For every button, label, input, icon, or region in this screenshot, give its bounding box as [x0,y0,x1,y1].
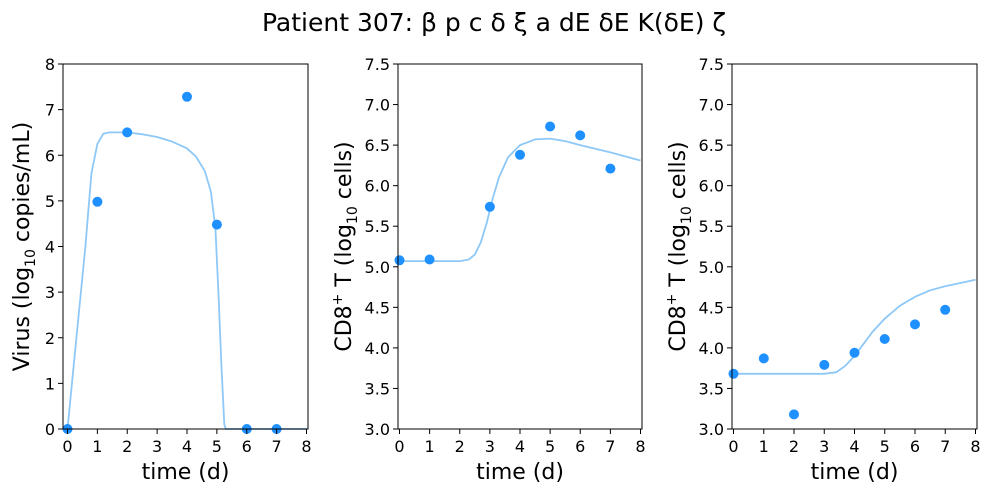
y-tick-label: 4.5 [699,298,724,317]
x-tick-label: 8 [635,437,645,456]
x-tick-label: 1 [425,437,435,456]
y-tick-label: 6.0 [365,177,390,196]
y-axis-label: Virus (log10 copies/mL) [10,122,39,371]
y-tick-label: 7 [45,101,55,120]
x-tick-label: 7 [272,437,282,456]
data-point [211,219,222,230]
data-point [515,149,525,160]
x-tick-label: 2 [789,437,799,456]
fit-curve [733,278,976,375]
figure-title: Patient 307: β p c δ ξ a dE δE K(δE) ζ [262,8,726,37]
x-tick-label: 3 [819,437,829,456]
y-tick-label: 6 [45,146,55,165]
x-tick-label: 5 [880,437,890,456]
data-point [575,130,586,141]
data-point [424,254,435,265]
y-tick-label: 2 [45,329,55,348]
y-axis-label: CD8+ T (log10 cells) [330,141,361,351]
data-point [849,347,860,358]
data-point [122,127,133,138]
fit-curve [66,131,307,430]
x-tick-label: 6 [242,437,252,456]
x-tick-label: 7 [940,437,950,456]
axes-frame [62,63,309,430]
y-tick-label: 7.0 [365,96,390,115]
y-tick-label: 7.5 [365,55,390,74]
data-point [605,163,616,174]
data-point [789,409,799,420]
y-tick-label: 5.0 [699,258,724,277]
y-tick-label: 6.5 [365,136,390,155]
x-tick-label: 2 [455,437,465,456]
x-tick-label: 5 [212,437,222,456]
y-tick-label: 7.0 [699,96,724,115]
x-tick-label: 6 [910,437,920,456]
data-point [182,91,192,102]
data-point [545,121,556,132]
data-point [910,319,920,330]
data-point [394,255,405,266]
x-tick-label: 0 [62,437,72,456]
x-axis-label: time (d) [142,460,230,485]
y-tick-label: 1 [45,374,55,393]
panel-2: 0 1 2 3 4 5 6 7 8 3.0 3.5 4.0 4.5 5.0 5.5 6.0 6.5 7.0 7.5 t… [330,55,646,485]
x-axis-label: time (d) [811,460,899,485]
x-tick-label: 4 [182,437,192,456]
x-tick-label: 6 [575,437,585,456]
y-tick-label: 3 [45,283,55,302]
y-tick-label: 5.5 [365,217,390,236]
data-point [758,353,769,364]
y-tick-label: 5.0 [365,258,390,277]
y-tick-label: 6.5 [699,136,724,155]
x-tick-label: 2 [122,437,132,456]
y-tick-label: 0 [45,420,55,439]
x-tick-label: 0 [394,437,404,456]
y-tick-label: 4.5 [365,298,390,317]
y-tick-label: 3.5 [365,379,390,398]
y-tick-label: 6.0 [699,177,724,196]
data-point [484,201,495,212]
y-tick-label: 3.5 [699,379,724,398]
y-tick-label: 5.5 [699,217,724,236]
x-tick-label: 5 [545,437,555,456]
y-axis-label: CD8+ T (log10 cells) [664,141,695,351]
data-point [92,196,103,207]
data-point [819,359,830,370]
panel-3: 0 1 2 3 4 5 6 7 8 3.0 3.5 4.0 4.5 5.0 5.5 6.0 6.5 7.0 7.5 t… [664,55,981,485]
x-tick-label: 8 [970,437,980,456]
data-point [728,368,739,379]
data-point [879,334,890,344]
x-axis-label: time (d) [476,460,564,485]
x-tick-label: 3 [485,437,495,456]
y-tick-label: 8 [45,55,55,74]
y-tick-label: 5 [45,192,55,211]
axes-frame [397,63,643,430]
x-tick-label: 4 [515,437,525,456]
y-tick-label: 4 [45,238,55,257]
x-tick-label: 0 [728,437,738,456]
y-tick-label: 4.0 [365,339,390,358]
x-tick-label: 1 [759,437,769,456]
x-tick-label: 8 [301,437,311,456]
x-tick-label: 7 [605,437,615,456]
y-tick-label: 4.0 [699,339,724,358]
fit-curve [399,137,641,262]
data-point [940,304,951,315]
x-tick-label: 3 [152,437,162,456]
x-tick-label: 4 [849,437,859,456]
y-tick-label: 7.5 [699,55,724,74]
y-tick-label: 3.0 [365,420,390,439]
x-tick-label: 1 [92,437,102,456]
y-tick-label: 3.0 [699,420,724,439]
